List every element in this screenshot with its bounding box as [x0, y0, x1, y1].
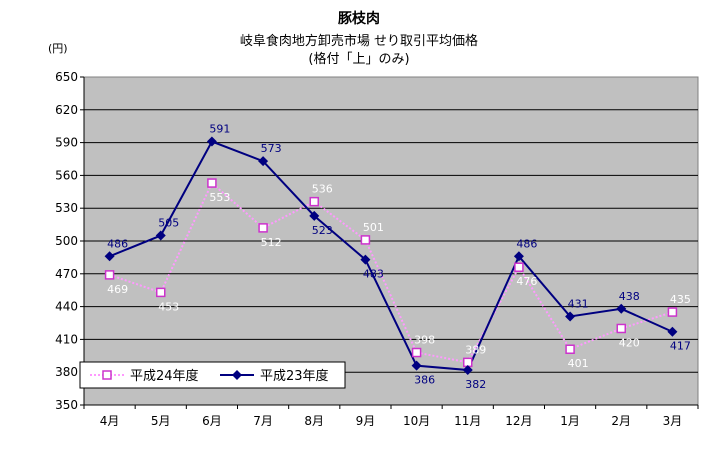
series-line-0	[109, 181, 673, 364]
legend-box	[79, 361, 346, 389]
data-label-0: 389	[465, 343, 486, 356]
y-tick-label: 650	[55, 70, 78, 84]
y-tick-label: 560	[55, 168, 78, 182]
series-marker-1	[206, 136, 217, 147]
x-tick-label: 8月	[304, 414, 324, 428]
y-tick-label: 590	[55, 136, 78, 150]
data-label-0: 401	[568, 357, 589, 370]
series-marker-1	[565, 311, 576, 322]
y-tick-label: 380	[55, 365, 78, 379]
series-marker-1	[104, 251, 115, 262]
data-label-1: 386	[414, 374, 435, 387]
series-marker-1	[667, 326, 678, 337]
data-label-1: 505	[158, 217, 179, 230]
series-marker-1	[411, 360, 422, 371]
series-marker-0	[258, 223, 268, 233]
series-marker-0	[616, 323, 626, 334]
y-tick-label: 410	[55, 332, 78, 346]
legend-marker-0	[102, 370, 112, 380]
series-marker-1	[258, 156, 269, 167]
x-tick-label: 4月	[100, 414, 120, 428]
x-tick-label: 1月	[560, 414, 580, 428]
data-label-0: 476	[516, 275, 537, 288]
y-tick-label: 470	[55, 267, 78, 281]
series-marker-1	[513, 251, 524, 262]
data-label-0: 536	[312, 183, 333, 196]
data-label-1: 523	[312, 224, 333, 237]
data-label-1: 573	[261, 142, 282, 155]
series-marker-1	[616, 303, 627, 314]
series-marker-0	[565, 344, 575, 354]
data-label-1: 417	[670, 340, 691, 353]
x-tick-label: 2月	[611, 414, 631, 428]
series-marker-0	[309, 196, 319, 207]
data-label-0: 453	[158, 300, 179, 313]
data-label-1: 483	[363, 268, 384, 281]
data-label-1: 431	[568, 297, 589, 310]
legend-marker-1	[232, 370, 242, 380]
x-tick-label: 9月	[356, 414, 376, 428]
data-label-0: 435	[670, 293, 691, 306]
series-marker-0	[360, 235, 371, 245]
x-tick-label: 12月	[505, 414, 532, 428]
y-tick-label: 500	[55, 234, 78, 248]
data-label-0: 501	[363, 221, 384, 234]
y-tick-label: 350	[55, 398, 78, 412]
chart-subtitle-market: 岐阜食肉地方卸売市場 せり取引平均価格	[239, 34, 479, 49]
chart-subtitle-grade: (格付「上」のみ)	[308, 52, 410, 67]
series-marker-0	[514, 262, 524, 272]
series-marker-0	[156, 287, 166, 298]
data-label-1: 438	[619, 290, 640, 303]
y-tick-label: 620	[55, 103, 78, 117]
y-tick-label: 530	[55, 201, 78, 215]
x-tick-label: 11月	[454, 414, 481, 428]
chart-title: 豚枝肉	[338, 11, 380, 27]
series-line-1	[109, 140, 673, 372]
data-label-0: 469	[107, 283, 128, 296]
data-label-0: 398	[414, 334, 435, 347]
series-marker-1	[360, 254, 371, 265]
data-label-1: 486	[107, 237, 128, 250]
y-axis-label: (円)	[48, 42, 68, 55]
series-marker-1	[155, 230, 166, 241]
x-tick-label: 3月	[663, 414, 683, 428]
x-tick-label: 5月	[151, 414, 171, 428]
series-marker-0	[104, 270, 115, 280]
x-tick-label: 6月	[202, 414, 222, 428]
series-marker-0	[667, 307, 678, 317]
legend-label-1: 平成23年度	[260, 368, 329, 384]
data-label-0: 512	[261, 236, 282, 249]
y-tick-label: 440	[55, 300, 78, 314]
series-marker-0	[411, 347, 422, 358]
series-marker-1	[462, 365, 473, 376]
data-label-0: 553	[209, 191, 230, 204]
data-label-0: 420	[619, 336, 640, 349]
legend-label-0: 平成24年度	[130, 368, 199, 384]
data-label-1: 486	[516, 237, 537, 250]
data-label-1: 591	[209, 123, 230, 136]
x-tick-label: 10月	[403, 414, 430, 428]
data-label-1: 382	[465, 378, 486, 391]
x-tick-label: 7月	[253, 414, 273, 428]
series-marker-0	[207, 178, 217, 188]
series-marker-1	[309, 210, 320, 221]
